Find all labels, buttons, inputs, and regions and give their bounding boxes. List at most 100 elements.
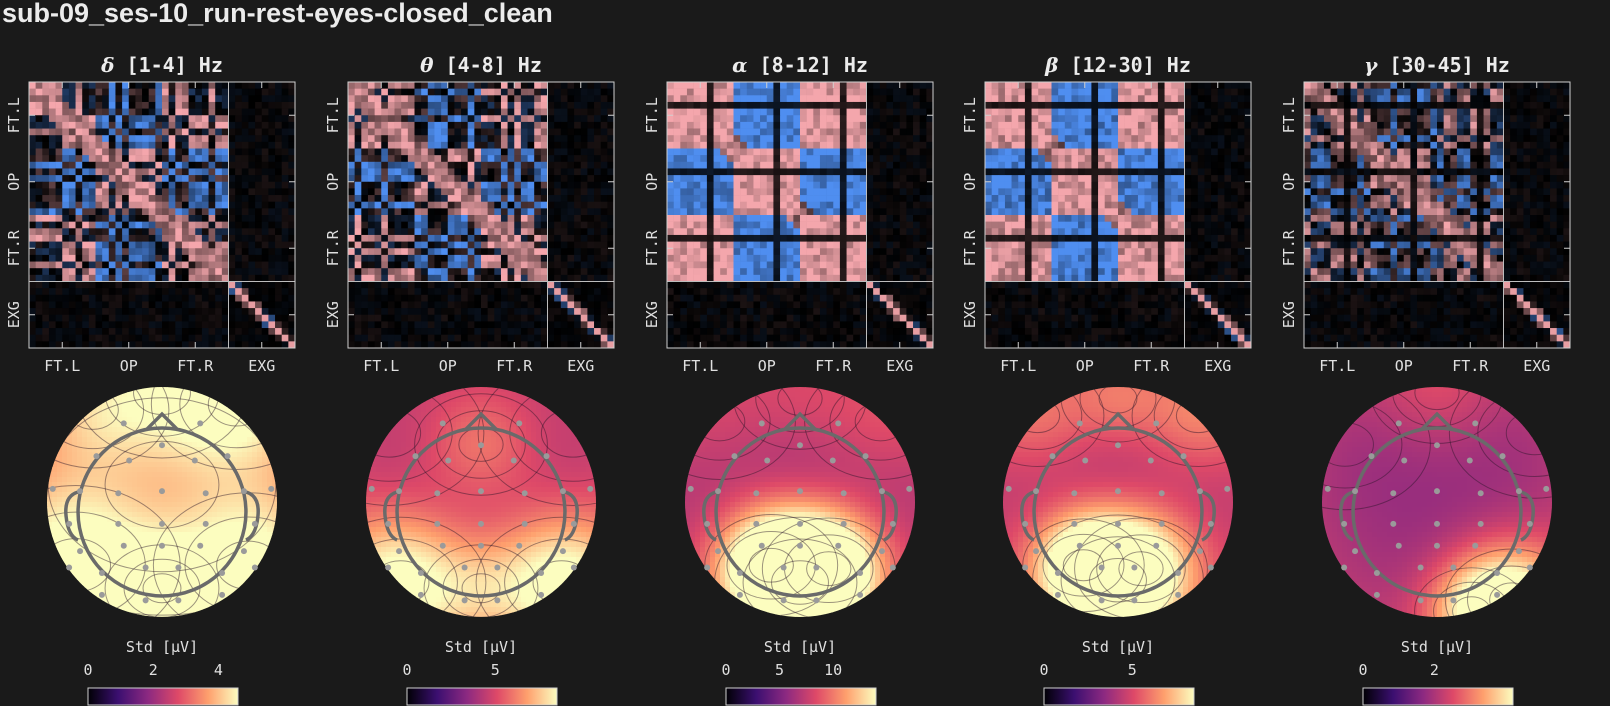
matrix-cell bbox=[461, 101, 468, 109]
matrix-cell bbox=[560, 294, 568, 302]
matrix-cell bbox=[102, 155, 110, 163]
topomap-pixel bbox=[127, 547, 133, 553]
matrix-cell bbox=[122, 121, 130, 129]
matrix-cell bbox=[594, 155, 601, 163]
matrix-cell bbox=[381, 128, 389, 136]
matrix-cell bbox=[580, 115, 588, 123]
topomap-pixel bbox=[167, 612, 173, 617]
matrix-cell bbox=[421, 135, 429, 143]
topomap-pixel bbox=[227, 582, 233, 588]
topomap-pixel bbox=[202, 477, 208, 483]
matrix-cell bbox=[35, 308, 43, 316]
topomap-pixel bbox=[147, 522, 153, 528]
matrix-cell bbox=[162, 115, 169, 123]
matrix-cell bbox=[75, 135, 83, 143]
matrix-cell bbox=[181, 328, 189, 335]
matrix-cell bbox=[122, 228, 130, 236]
topomap-pixel bbox=[82, 417, 88, 423]
topomap-pixel bbox=[47, 507, 53, 513]
matrix-cell bbox=[201, 328, 209, 335]
topomap-pixel bbox=[222, 497, 228, 503]
matrix-cell bbox=[168, 201, 176, 209]
matrix-cell bbox=[162, 121, 169, 129]
topomap-pixel bbox=[232, 437, 238, 443]
topomap-pixel bbox=[102, 492, 108, 498]
matrix-cell bbox=[68, 321, 76, 329]
topomap-pixel bbox=[257, 427, 263, 433]
matrix-cell bbox=[275, 228, 282, 236]
topomap-pixel bbox=[162, 567, 168, 573]
topomap-pixel bbox=[182, 387, 188, 393]
matrix-cell bbox=[387, 82, 395, 89]
matrix-cell bbox=[82, 274, 90, 282]
topomap-pixel bbox=[257, 502, 263, 508]
topomap-pixel bbox=[252, 532, 258, 538]
topomap-pixel bbox=[207, 387, 213, 393]
matrix-cell bbox=[35, 234, 43, 242]
topomap-pixel bbox=[187, 572, 193, 578]
topomap-pixel bbox=[92, 427, 98, 433]
matrix-cell bbox=[527, 294, 535, 302]
topomap-pixel bbox=[172, 557, 178, 563]
matrix-cell bbox=[275, 274, 282, 282]
topomap-pixel bbox=[137, 452, 143, 458]
topomap-pixel bbox=[122, 557, 128, 563]
matrix-cell bbox=[241, 215, 249, 222]
matrix-cell bbox=[394, 241, 402, 249]
matrix-cell bbox=[348, 314, 355, 322]
topomap-pixel bbox=[262, 462, 268, 468]
matrix-cell bbox=[215, 201, 223, 209]
matrix-cell bbox=[481, 234, 488, 242]
matrix-cell bbox=[55, 135, 63, 143]
matrix-cell bbox=[474, 161, 482, 169]
matrix-cell bbox=[48, 168, 56, 176]
matrix-cell bbox=[275, 141, 282, 149]
matrix-cell bbox=[574, 254, 582, 262]
topomap-pixel bbox=[77, 562, 83, 568]
topomap-pixel bbox=[192, 487, 198, 493]
matrix-cell bbox=[95, 141, 103, 149]
topomap-pixel bbox=[127, 517, 133, 523]
matrix-cell bbox=[487, 141, 495, 149]
topomap-pixel bbox=[227, 507, 233, 513]
topomap-pixel bbox=[222, 492, 228, 498]
topomap-pixel bbox=[97, 562, 103, 568]
matrix-cell bbox=[540, 195, 548, 202]
matrix-cell bbox=[268, 215, 276, 222]
matrix-cell bbox=[215, 308, 223, 316]
matrix-cell bbox=[348, 201, 355, 209]
matrix-cell bbox=[587, 248, 595, 256]
topomap-pixel bbox=[97, 577, 103, 583]
topomap-pixel bbox=[52, 472, 58, 478]
matrix-cell bbox=[102, 135, 110, 143]
matrix-cell bbox=[188, 175, 196, 183]
electrode-dot bbox=[98, 591, 105, 598]
matrix-cell bbox=[221, 328, 229, 335]
matrix-cell bbox=[102, 308, 110, 316]
topomap-pixel bbox=[212, 542, 218, 548]
matrix-cell bbox=[454, 228, 462, 236]
topomap-pixel bbox=[107, 447, 113, 453]
matrix-cell bbox=[514, 274, 522, 282]
topomap-pixel bbox=[262, 567, 268, 573]
matrix-cell bbox=[574, 88, 582, 96]
matrix-cell bbox=[29, 181, 36, 189]
matrix-cell bbox=[261, 88, 269, 96]
matrix-cell bbox=[534, 294, 542, 302]
matrix-cell bbox=[42, 201, 50, 209]
matrix-cell bbox=[142, 135, 149, 143]
topomap-pixel bbox=[67, 437, 73, 443]
topomap-pixel bbox=[72, 482, 78, 488]
matrix-cell bbox=[201, 168, 209, 176]
matrix-cell bbox=[241, 88, 249, 96]
topomap-pixel bbox=[197, 482, 203, 488]
matrix-cell bbox=[567, 95, 575, 103]
matrix-cell bbox=[142, 108, 149, 116]
matrix-cell bbox=[122, 82, 130, 89]
matrix-cell bbox=[115, 254, 123, 262]
matrix-cell bbox=[62, 188, 70, 196]
matrix-cell bbox=[407, 288, 415, 296]
matrix-cell bbox=[35, 334, 43, 342]
topomap-pixel bbox=[77, 467, 83, 473]
topomap-pixel bbox=[97, 402, 103, 408]
